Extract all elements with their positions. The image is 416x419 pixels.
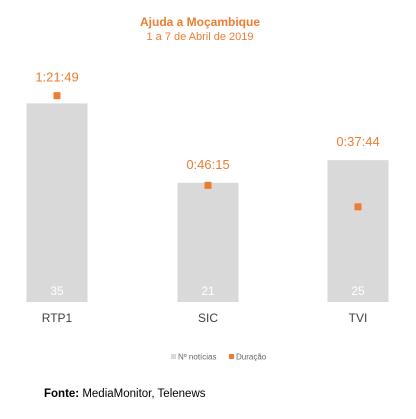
source-label: Fonte: bbox=[44, 388, 80, 400]
duration-label-sic: 0:46:15 bbox=[186, 157, 229, 172]
legend-label-noticias: Nº notícias bbox=[178, 353, 217, 362]
duration-point-tvi bbox=[354, 203, 362, 211]
bar-sic bbox=[177, 182, 239, 302]
chart-title: Ajuda a Moçambique bbox=[140, 15, 260, 29]
bar-value-label-tvi: 25 bbox=[351, 284, 365, 298]
bar-rtp1 bbox=[26, 103, 88, 302]
duration-label-rtp1: 1:21:49 bbox=[35, 70, 78, 85]
chart-subtitle: 1 a 7 de Abril de 2019 bbox=[146, 31, 253, 43]
bar-tvi bbox=[327, 160, 389, 302]
duration-label-tvi: 0:37:44 bbox=[336, 134, 379, 149]
duration-point-sic bbox=[204, 181, 212, 189]
legend-swatch-duracao bbox=[229, 354, 234, 359]
category-label-tvi: TVI bbox=[349, 311, 368, 325]
category-label-rtp1: RTP1 bbox=[42, 311, 73, 325]
duration-points-group: 1:21:49 0:46:15 0:37:44 bbox=[35, 70, 380, 211]
source-note: Fonte: MediaMonitor, Telenews bbox=[44, 388, 206, 400]
legend-label-duracao: Duração bbox=[236, 353, 267, 362]
bar-value-label-sic: 21 bbox=[201, 284, 215, 298]
bars-group: 35 RTP1 21 SIC 25 TVI bbox=[26, 103, 389, 325]
bar-value-label-rtp1: 35 bbox=[50, 284, 64, 298]
source-text: MediaMonitor, Telenews bbox=[79, 388, 206, 400]
legend: Nº notícias Duração bbox=[171, 353, 267, 362]
category-label-sic: SIC bbox=[198, 311, 218, 325]
duration-point-rtp1 bbox=[53, 92, 61, 100]
legend-swatch-noticias bbox=[171, 354, 176, 359]
